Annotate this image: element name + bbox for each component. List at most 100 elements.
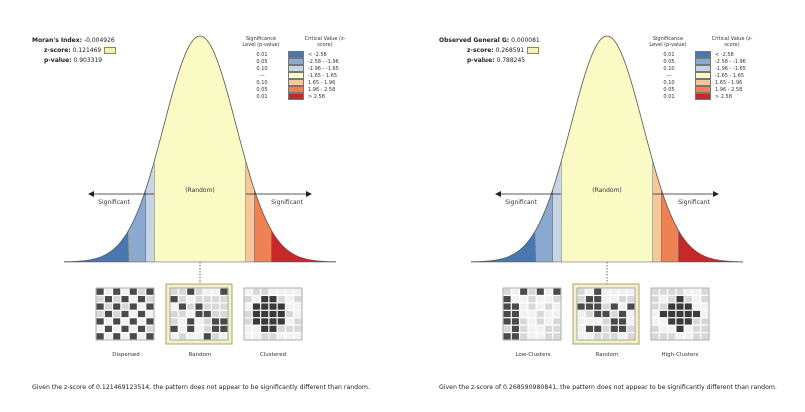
pattern-label-center: Random [596,352,619,358]
pattern-cell [619,296,627,303]
pattern-cell [113,296,121,303]
pattern-cell [252,303,260,310]
legend-row: 0.05 1.96 - 2.58 [240,86,346,93]
pattern-cell [676,333,684,340]
pattern-cell [277,288,285,295]
pattern-cell [693,310,701,318]
pattern-cell [536,325,544,332]
arrow-right-icon [713,191,719,197]
pattern-cell [220,310,228,318]
pattern-cell [602,318,610,325]
pattern-cell [277,318,285,325]
pattern-cell [294,333,302,340]
pattern-cell [511,310,519,318]
pattern-cell [138,310,146,318]
legend-swatch [695,79,711,86]
pattern-cell [659,310,667,318]
pattern-cell [244,333,252,340]
pattern-cell [244,288,252,295]
significance-legend: Significance Level (p-value) Critical Va… [647,36,753,100]
stat-value: 0.000081 [511,37,540,44]
pattern-cell [121,310,129,318]
pattern-cell [651,288,659,295]
pattern-cell [536,288,544,295]
pattern-cell [503,333,511,340]
pattern-cell [528,303,536,310]
legend-level: 0.05 [663,86,675,93]
pattern-cell [594,325,602,332]
pattern-cell [170,296,178,303]
pattern-cell [668,310,676,318]
p-value-value: 0.903319 [73,57,103,64]
pattern-cell [627,310,635,318]
pattern-cell [536,303,544,310]
pattern-cell [585,318,593,325]
pattern-cell [668,325,676,332]
z-score-value: 0.121469 [72,47,102,54]
pattern-cell [146,288,154,295]
pattern-cell [269,310,277,318]
result-caption: Given the z-score of 0.121469123514, the… [32,384,370,391]
pattern-cell [178,325,186,332]
pattern-cell [252,318,260,325]
pattern-cell [261,318,269,325]
bell-curve-outline [470,35,744,263]
pattern-cell [121,288,129,295]
pattern-cell [520,288,528,295]
pattern-cell [269,296,277,303]
pattern-cell [178,318,186,325]
pattern-cell [195,318,203,325]
pattern-cell [244,296,252,303]
pattern-cell [178,310,186,318]
legend-critical-value: -1.96 - -1.65 [715,65,746,72]
pattern-cell [294,303,302,310]
pattern-cell [610,333,618,340]
pattern-cell [286,288,294,295]
pattern-cell [684,296,692,303]
legend-swatch [695,65,711,72]
pattern-cell [585,325,593,332]
pattern-label-left: Dispersed [112,352,140,358]
pattern-cell [261,288,269,295]
p-value-label: p-value: [44,57,72,64]
legend-critical-value: < -2.58 [308,51,327,58]
pattern-cell [520,325,528,332]
pattern-cell [104,288,112,295]
legend-level: 0.01 [256,51,268,58]
pattern-label-right: Clustered [260,352,286,358]
pattern-cell [528,318,536,325]
pattern-cell [585,333,593,340]
pattern-cell [684,310,692,318]
pattern-cell [252,288,260,295]
pattern-cell [503,325,511,332]
pattern-cell [220,333,228,340]
pattern-cell [701,303,709,310]
pattern-cell [528,296,536,303]
pattern-cell [187,296,195,303]
pattern-cell [693,333,701,340]
pattern-cell [252,325,260,332]
pattern-cell [113,318,121,325]
pattern-cell [261,296,269,303]
pattern-cell [138,333,146,340]
tail-region-001-right [271,230,336,262]
pattern-cell [676,303,684,310]
pattern-cell [577,333,585,340]
pattern-cell [138,288,146,295]
pattern-cell [585,303,593,310]
pattern-cell [220,303,228,310]
pattern-cell [178,303,186,310]
legend-level: 0.05 [256,58,268,65]
legend-critical-value: -2.58 - -1.96 [308,58,339,65]
pattern-cell [187,310,195,318]
pattern-cell [684,333,692,340]
pattern-cell [195,333,203,340]
pattern-cell [528,325,536,332]
pattern-cell [113,333,121,340]
pattern-cell [693,303,701,310]
pattern-cell [520,310,528,318]
pattern-cell [594,318,602,325]
pattern-cell [659,325,667,332]
pattern-cell [104,325,112,332]
pattern-cell [261,325,269,332]
